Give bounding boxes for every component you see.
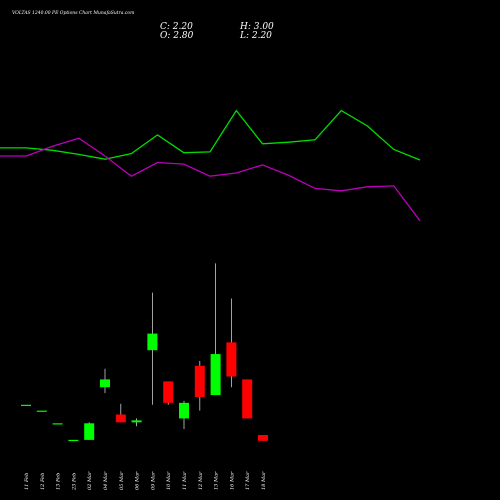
x-tick-label: 13 Mar (214, 471, 220, 490)
x-tick-label: 11 Mar (182, 471, 188, 490)
candle (179, 400, 189, 430)
x-tick-label: 18 Mar (261, 471, 267, 490)
candle-body (147, 333, 158, 351)
candle (68, 439, 79, 442)
x-tick-label: 05 Mar (119, 471, 125, 490)
candles (21, 263, 268, 442)
candle (36, 410, 47, 412)
candle-body (163, 381, 174, 403)
candle (52, 423, 63, 425)
candle (115, 403, 126, 423)
candle-body (226, 342, 237, 377)
candle-body (52, 423, 63, 425)
open-value: O: 2.80 (160, 31, 194, 41)
candle-body (68, 439, 79, 442)
x-tick-label: 10 Mar (166, 471, 172, 490)
candle-body (21, 404, 31, 406)
chart-title: VOLTAS 1240.00 PE Options Chart MunafaSu… (12, 10, 134, 16)
candle-body (258, 435, 268, 441)
candle-body (179, 402, 189, 419)
candle (147, 292, 158, 405)
x-tick-label: 16 Mar (229, 471, 235, 490)
x-tick-label: 13 Feb (56, 473, 62, 490)
candle (242, 379, 253, 419)
close-value: C: 2.20 (160, 22, 193, 32)
x-tick-label: 12 Mar (198, 471, 204, 490)
candle (84, 422, 95, 440)
candle (163, 381, 174, 405)
series-line-2 (0, 137, 421, 222)
high-value: H: 3.00 (239, 22, 274, 32)
x-tick-label: 04 Mar (103, 471, 109, 490)
x-tick-label: 23 Feb (71, 473, 77, 491)
candle-body (242, 379, 253, 419)
candle-body (36, 410, 47, 412)
candle-body (194, 365, 205, 397)
x-tick-label: 11 Feb (24, 473, 30, 490)
candle (100, 368, 110, 394)
indicator-lines (0, 109, 421, 222)
x-tick-label: 02 Mar (87, 471, 93, 490)
low-value: L: 2.20 (239, 31, 272, 41)
candle (21, 404, 31, 406)
candle-body (84, 423, 95, 440)
candle (194, 360, 205, 411)
candle (226, 298, 237, 388)
series-line-1 (0, 109, 421, 161)
candle (210, 263, 221, 396)
x-tick-label: 12 Feb (40, 473, 46, 490)
x-tick-label: 09 Mar (150, 471, 156, 490)
candle-body (100, 379, 110, 388)
candle (258, 435, 268, 441)
x-tick-label: 06 Mar (135, 471, 141, 490)
candle-body (210, 354, 221, 396)
x-tick-label: 17 Mar (245, 471, 251, 490)
candle-body (131, 420, 142, 423)
candle (131, 418, 142, 427)
candle-body (115, 414, 126, 423)
x-axis-ticks: 11 Feb 12 Feb 13 Feb 23 Feb 02 Mar 04 Mar 05 M… (24, 471, 267, 491)
